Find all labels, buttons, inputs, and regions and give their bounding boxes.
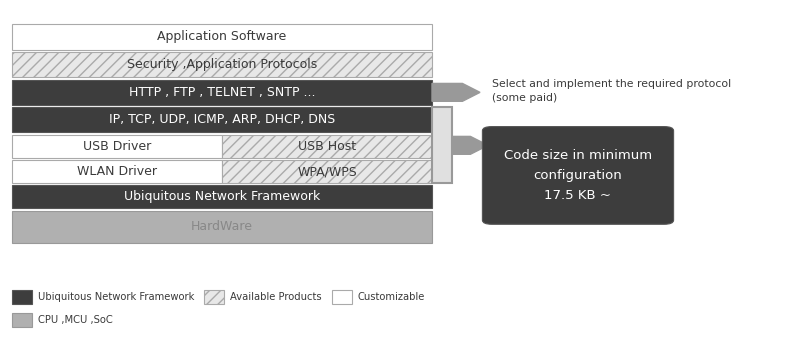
Text: WPA/WPS: WPA/WPS xyxy=(297,165,357,178)
Text: Customizable: Customizable xyxy=(358,292,425,302)
Text: WLAN Driver: WLAN Driver xyxy=(77,165,157,178)
Bar xyxy=(332,290,352,304)
Bar xyxy=(12,211,432,243)
FancyArrow shape xyxy=(432,83,480,101)
Bar xyxy=(12,135,222,158)
Bar xyxy=(12,80,432,105)
Text: Select and implement the required protocol
(some paid): Select and implement the required protoc… xyxy=(492,79,731,103)
Bar xyxy=(12,52,432,77)
Bar xyxy=(12,24,432,50)
Bar xyxy=(222,160,432,183)
FancyBboxPatch shape xyxy=(482,127,674,224)
Bar xyxy=(204,290,224,304)
Text: USB Host: USB Host xyxy=(298,140,356,153)
Text: Security ,Application Protocols: Security ,Application Protocols xyxy=(127,58,317,71)
Text: Ubiquitous Network Framework: Ubiquitous Network Framework xyxy=(38,292,194,302)
FancyArrow shape xyxy=(452,136,488,154)
Text: Code size in minimum
configuration
17.5 KB ~: Code size in minimum configuration 17.5 … xyxy=(504,149,652,202)
Text: Available Products: Available Products xyxy=(230,292,322,302)
Bar xyxy=(12,107,432,132)
Bar xyxy=(12,313,32,327)
Bar xyxy=(12,160,222,183)
Text: HTTP , FTP , TELNET , SNTP ...: HTTP , FTP , TELNET , SNTP ... xyxy=(129,86,315,99)
Bar xyxy=(12,290,32,304)
Bar xyxy=(432,107,452,183)
Text: IP, TCP, UDP, ICMP, ARP, DHCP, DNS: IP, TCP, UDP, ICMP, ARP, DHCP, DNS xyxy=(109,114,335,126)
Text: HardWare: HardWare xyxy=(191,220,253,233)
Text: USB Driver: USB Driver xyxy=(83,140,151,153)
Text: Application Software: Application Software xyxy=(158,31,286,43)
Text: CPU ,MCU ,SoC: CPU ,MCU ,SoC xyxy=(38,315,112,325)
Bar xyxy=(222,135,432,158)
Bar xyxy=(12,185,432,208)
Text: Ubiquitous Network Framework: Ubiquitous Network Framework xyxy=(124,190,320,203)
